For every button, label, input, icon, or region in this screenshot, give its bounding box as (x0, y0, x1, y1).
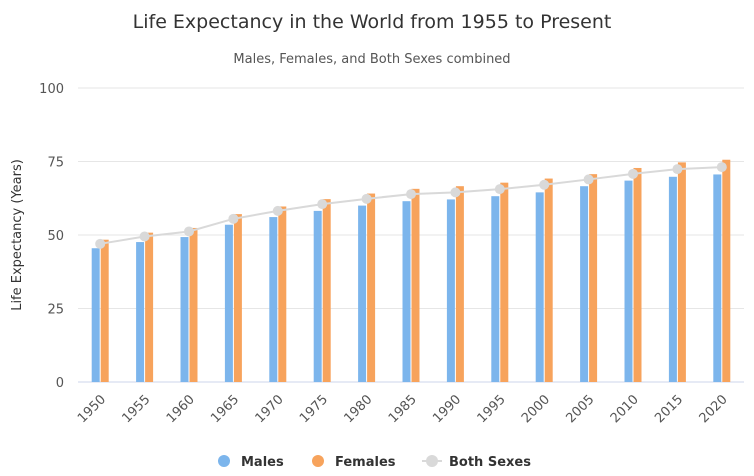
x-tick-label: 1975 (297, 392, 331, 426)
y-tick-label: 75 (47, 156, 64, 171)
bar-males (136, 242, 145, 382)
bars (91, 159, 731, 382)
bar-females (411, 188, 420, 382)
bar-males (713, 174, 722, 382)
x-tick-label: 1980 (341, 392, 375, 426)
bar-males (269, 217, 278, 382)
bar-females (145, 232, 154, 382)
bar-females (633, 167, 642, 382)
bar-females (278, 206, 287, 382)
bar-females (677, 162, 686, 382)
x-tick-label: 1955 (119, 392, 153, 426)
x-tick-label: 1950 (75, 392, 109, 426)
y-tick-label: 25 (47, 303, 64, 318)
bar-females (544, 178, 553, 382)
legend-label-females: Females (335, 455, 396, 470)
x-tick-label: 2000 (519, 392, 553, 426)
x-tick-label: 2005 (563, 392, 597, 426)
legend-label-both-sexes: Both Sexes (449, 455, 531, 470)
y-axis-ticks: 0 25 50 75 100 (39, 82, 64, 391)
point-both-sexes (672, 164, 683, 175)
bar-males (491, 196, 500, 382)
bar-females (455, 186, 464, 382)
legend-swatch-females (312, 455, 324, 467)
x-tick-label: 1960 (164, 392, 198, 426)
bar-females (233, 214, 242, 382)
bar-males (91, 248, 100, 382)
bar-males (535, 192, 544, 382)
point-both-sexes (361, 193, 372, 204)
bar-females (722, 159, 731, 382)
point-both-sexes (583, 174, 594, 185)
bar-males (668, 176, 677, 382)
y-axis-title: Life Expectancy (Years) (10, 159, 25, 311)
chart-subtitle: Males, Females, and Both Sexes combined (233, 52, 510, 67)
legend: Males Females Both Sexes (218, 455, 531, 470)
bar-males (224, 224, 233, 382)
x-tick-label: 1970 (253, 392, 287, 426)
x-tick-label: 1995 (475, 392, 509, 426)
bar-females (589, 174, 598, 382)
point-both-sexes (95, 238, 106, 249)
bar-males (313, 210, 322, 382)
x-tick-label: 2010 (608, 392, 642, 426)
point-both-sexes (228, 213, 239, 224)
point-both-sexes (406, 189, 416, 200)
point-both-sexes (628, 168, 638, 179)
y-tick-label: 50 (47, 229, 64, 244)
gridlines (78, 87, 744, 383)
legend-swatch-both-sexes (426, 455, 438, 467)
bar-males (180, 237, 189, 382)
x-axis-ticks: 1950 1955 1960 1965 1970 1975 1980 1985 1990 1995… (75, 392, 731, 426)
bar-males (402, 201, 411, 382)
point-both-sexes (139, 231, 150, 242)
x-tick-label: 2020 (697, 392, 731, 426)
x-tick-label: 1985 (386, 392, 420, 426)
point-both-sexes (317, 199, 328, 210)
point-both-sexes (494, 184, 505, 195)
y-tick-label: 0 (56, 376, 64, 391)
chart-title: Life Expectancy in the World from 1955 t… (133, 11, 612, 33)
x-tick-label: 2015 (652, 392, 686, 426)
bar-females (189, 227, 198, 382)
point-both-sexes (716, 162, 727, 173)
point-both-sexes (539, 179, 550, 190)
bar-females (100, 239, 109, 382)
bar-males (580, 186, 589, 382)
legend-label-males: Males (241, 455, 284, 470)
both-sexes-line (95, 162, 727, 249)
bar-females (322, 199, 331, 382)
bar-males (624, 180, 633, 382)
bar-females (500, 182, 509, 382)
point-both-sexes (272, 205, 283, 216)
bar-males (358, 205, 367, 382)
point-both-sexes (450, 187, 461, 198)
bar-males (446, 199, 455, 382)
legend-swatch-males (218, 455, 230, 467)
y-tick-label: 100 (39, 82, 64, 97)
x-tick-label: 1965 (208, 392, 242, 426)
point-both-sexes (184, 226, 194, 237)
x-tick-label: 1990 (430, 392, 464, 426)
bar-females (367, 193, 376, 382)
